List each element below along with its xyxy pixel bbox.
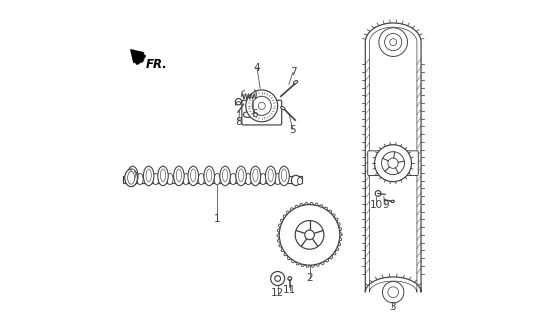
Circle shape xyxy=(379,28,407,56)
Circle shape xyxy=(375,191,381,196)
Ellipse shape xyxy=(245,173,251,185)
Ellipse shape xyxy=(146,169,152,182)
Ellipse shape xyxy=(230,173,236,185)
Ellipse shape xyxy=(282,169,287,182)
Bar xyxy=(123,176,301,183)
Text: 8: 8 xyxy=(236,117,242,127)
Ellipse shape xyxy=(127,166,138,186)
Circle shape xyxy=(246,90,278,122)
Polygon shape xyxy=(365,23,421,292)
Ellipse shape xyxy=(183,173,189,185)
Text: 12: 12 xyxy=(271,288,284,298)
Ellipse shape xyxy=(158,166,168,186)
Circle shape xyxy=(252,96,271,116)
Ellipse shape xyxy=(243,112,251,117)
Ellipse shape xyxy=(204,166,215,186)
Ellipse shape xyxy=(260,173,266,185)
Ellipse shape xyxy=(127,172,135,184)
Ellipse shape xyxy=(236,166,247,186)
Ellipse shape xyxy=(238,169,244,182)
Ellipse shape xyxy=(173,166,184,186)
Ellipse shape xyxy=(268,169,273,182)
Circle shape xyxy=(388,287,399,298)
Text: 10: 10 xyxy=(370,200,383,210)
Ellipse shape xyxy=(153,173,159,185)
Ellipse shape xyxy=(188,166,199,186)
Ellipse shape xyxy=(253,169,258,182)
Text: 4: 4 xyxy=(254,63,260,73)
Circle shape xyxy=(385,34,402,51)
Ellipse shape xyxy=(293,81,298,84)
Circle shape xyxy=(388,158,398,168)
Ellipse shape xyxy=(206,169,212,182)
Polygon shape xyxy=(277,203,342,267)
Ellipse shape xyxy=(292,175,300,186)
Ellipse shape xyxy=(214,173,220,185)
Text: 3: 3 xyxy=(389,301,396,312)
Ellipse shape xyxy=(274,173,281,185)
Ellipse shape xyxy=(391,200,394,203)
Circle shape xyxy=(271,271,285,285)
Ellipse shape xyxy=(125,169,137,187)
Ellipse shape xyxy=(176,169,182,182)
Ellipse shape xyxy=(143,166,154,186)
FancyBboxPatch shape xyxy=(368,151,418,176)
Ellipse shape xyxy=(279,166,289,186)
Circle shape xyxy=(390,39,396,45)
Text: 11: 11 xyxy=(283,285,296,295)
Ellipse shape xyxy=(137,173,143,185)
Text: 7: 7 xyxy=(290,68,296,77)
Ellipse shape xyxy=(222,169,228,182)
Circle shape xyxy=(258,102,265,109)
Circle shape xyxy=(383,282,404,303)
Circle shape xyxy=(288,276,292,280)
Ellipse shape xyxy=(160,169,166,182)
Text: 1: 1 xyxy=(214,214,221,224)
Text: 5: 5 xyxy=(290,125,296,135)
Ellipse shape xyxy=(130,169,136,182)
Ellipse shape xyxy=(198,173,204,185)
Circle shape xyxy=(305,230,315,240)
FancyArrowPatch shape xyxy=(131,50,144,63)
Ellipse shape xyxy=(298,178,302,185)
Ellipse shape xyxy=(167,173,173,185)
Text: 9: 9 xyxy=(382,200,389,210)
FancyBboxPatch shape xyxy=(242,100,282,125)
Ellipse shape xyxy=(250,166,261,186)
Ellipse shape xyxy=(265,166,276,186)
Text: 6: 6 xyxy=(251,109,257,119)
Circle shape xyxy=(374,145,412,182)
Circle shape xyxy=(236,99,242,105)
Ellipse shape xyxy=(281,107,285,110)
Text: FR.: FR. xyxy=(146,58,168,71)
Ellipse shape xyxy=(191,169,196,182)
Ellipse shape xyxy=(220,166,231,186)
Circle shape xyxy=(275,276,281,281)
Circle shape xyxy=(382,152,405,175)
Text: 2: 2 xyxy=(306,273,313,283)
